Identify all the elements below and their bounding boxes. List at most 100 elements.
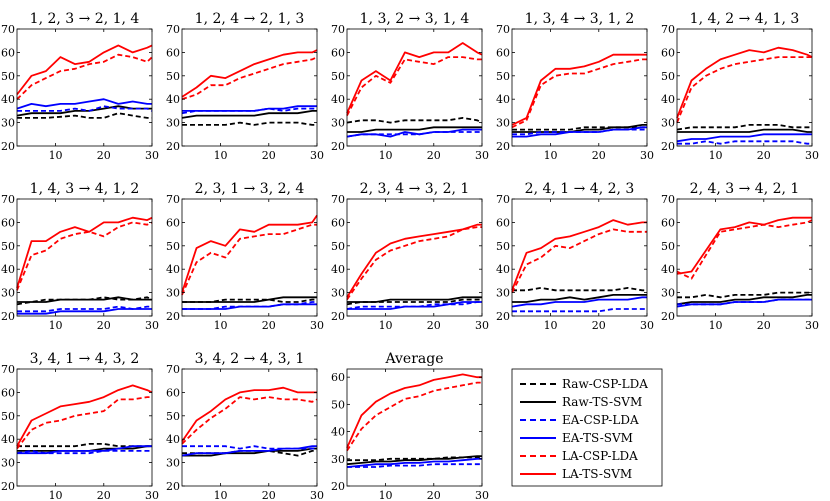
- panel-title: 1, 4, 3 → 4, 1, 2: [30, 181, 140, 197]
- axes-frame: [16, 368, 153, 487]
- axes-frame: [676, 198, 813, 317]
- y-tick-label: 50: [1, 410, 15, 423]
- y-tick-label: 20: [331, 140, 345, 153]
- series-line-raw-ts-svm: [347, 296, 482, 303]
- panel-9: 2, 4, 1 → 4, 2, 3 20 30 40 50 60 70 10 20 30: [496, 181, 654, 332]
- series-line-la-csp-lda: [16, 53, 153, 100]
- y-tick-label: 40: [1, 93, 15, 106]
- y-tick-label: 40: [661, 93, 675, 106]
- y-tick-label: 50: [1, 240, 15, 253]
- y-tick-label: 70: [331, 23, 345, 36]
- panel-title: 1, 2, 4 → 2, 1, 3: [195, 11, 305, 27]
- y-tick-label: 70: [1, 363, 15, 376]
- series-line-la-ts-svm: [181, 386, 317, 443]
- x-tick-label: 20: [427, 319, 441, 332]
- series-line-la-csp-lda: [676, 56, 812, 123]
- x-tick-label: 20: [592, 319, 606, 332]
- x-tick-label: 20: [592, 149, 606, 162]
- y-tick-label: 30: [496, 287, 510, 300]
- y-tick-label: 50: [661, 70, 675, 83]
- legend-label: LA-TS-SVM: [562, 467, 632, 481]
- series-line-la-csp-lda: [181, 56, 318, 101]
- y-tick-label: 60: [1, 216, 15, 229]
- series-line-la-ts-svm: [181, 49, 318, 98]
- y-tick-label: 20: [166, 310, 180, 323]
- y-tick-label: 20: [166, 140, 180, 153]
- panel-7: 2, 3, 1 → 3, 2, 4 20 30 40 50 60 70 10 20 30: [166, 181, 324, 332]
- series-line-la-csp-lda: [511, 58, 647, 129]
- y-tick-label: 60: [166, 46, 180, 59]
- series-line-raw-ts-svm: [677, 128, 812, 133]
- panel-5: 1, 4, 2 → 4, 1, 3 20 30 40 50 60 70 10 20 30: [661, 11, 819, 162]
- x-tick-label: 10: [709, 319, 723, 332]
- y-tick-label: 30: [1, 287, 15, 300]
- legend-label: Raw-CSP-LDA: [562, 377, 648, 391]
- panel-4: 1, 3, 4 → 3, 1, 2 20 30 40 50 60 70 10 20 30: [496, 11, 654, 162]
- x-tick-label: 30: [310, 489, 324, 501]
- x-tick-label: 20: [757, 319, 771, 332]
- series-line-la-ts-svm: [16, 384, 153, 447]
- y-tick-label: 40: [166, 93, 180, 106]
- series-line-ea-ts-svm: [182, 105, 317, 112]
- y-tick-label: 70: [166, 363, 180, 376]
- series-line-ea-ts-svm: [182, 303, 317, 310]
- x-tick-label: 20: [262, 319, 276, 332]
- axes-frame: [346, 28, 483, 147]
- x-tick-label: 30: [475, 149, 489, 162]
- y-tick-label: 40: [331, 93, 345, 106]
- y-tick-label: 70: [661, 23, 675, 36]
- series-line-raw-csp-lda: [16, 296, 153, 306]
- panel-title: 2, 3, 1 → 3, 2, 4: [195, 181, 305, 197]
- series-line-la-csp-lda: [16, 396, 152, 450]
- series-line-la-csp-lda: [16, 221, 153, 291]
- x-tick-label: 20: [97, 149, 111, 162]
- x-tick-label: 20: [262, 149, 276, 162]
- series-line-raw-ts-svm: [676, 293, 812, 306]
- y-tick-label: 20: [661, 140, 675, 153]
- y-tick-label: 40: [496, 93, 510, 106]
- series-line-raw-ts-svm: [181, 110, 317, 119]
- y-tick-label: 30: [166, 457, 180, 470]
- series-line-raw-csp-lda: [676, 124, 812, 131]
- legend: Raw-CSP-LDA Raw-TS-SVM EA-CSP-LDA EA-TS-SVM…: [511, 368, 663, 487]
- x-tick-label: 30: [805, 319, 819, 332]
- y-tick-label: 50: [166, 410, 180, 423]
- series-line-raw-ts-svm: [182, 447, 317, 457]
- series-line-ea-csp-lda: [182, 301, 317, 310]
- x-tick-label: 20: [97, 489, 111, 501]
- y-tick-label: 60: [661, 216, 675, 229]
- series-line-raw-csp-lda: [17, 112, 152, 119]
- series-line-la-ts-svm: [181, 214, 318, 293]
- x-tick-label: 30: [805, 149, 819, 162]
- x-tick-label: 30: [145, 319, 159, 332]
- y-tick-label: 30: [496, 117, 510, 130]
- axes-frame: [181, 368, 318, 487]
- series-line-raw-csp-lda: [512, 286, 647, 292]
- series-line-la-ts-svm: [676, 46, 813, 119]
- y-tick-label: 70: [1, 193, 15, 206]
- series-line-ea-ts-svm: [676, 133, 812, 143]
- y-tick-label: 30: [166, 287, 180, 300]
- x-tick-label: 20: [427, 489, 441, 501]
- y-tick-label: 50: [166, 70, 180, 83]
- x-tick-label: 10: [544, 149, 558, 162]
- x-tick-label: 30: [310, 149, 324, 162]
- y-tick-label: 60: [331, 216, 345, 229]
- x-tick-label: 20: [427, 149, 441, 162]
- axes-frame: [511, 198, 648, 317]
- panel-2: 1, 2, 4 → 2, 1, 3 20 30 40 50 60 70 10 20 30: [166, 11, 324, 162]
- y-tick-label: 60: [331, 371, 345, 384]
- series-line-ea-csp-lda: [17, 105, 153, 112]
- series-line-la-csp-lda: [676, 219, 813, 280]
- y-tick-label: 30: [1, 457, 15, 470]
- y-tick-label: 20: [166, 480, 180, 493]
- y-tick-label: 20: [331, 310, 345, 323]
- x-tick-label: 10: [379, 149, 393, 162]
- panel-title: 2, 3, 4 → 3, 2, 1: [360, 181, 470, 197]
- axes-frame: [346, 368, 483, 487]
- y-tick-label: 50: [496, 70, 510, 83]
- series-line-la-ts-svm: [676, 216, 812, 275]
- y-tick-label: 30: [661, 287, 675, 300]
- series-line-ea-csp-lda: [677, 140, 812, 145]
- series-line-raw-csp-lda: [182, 121, 317, 126]
